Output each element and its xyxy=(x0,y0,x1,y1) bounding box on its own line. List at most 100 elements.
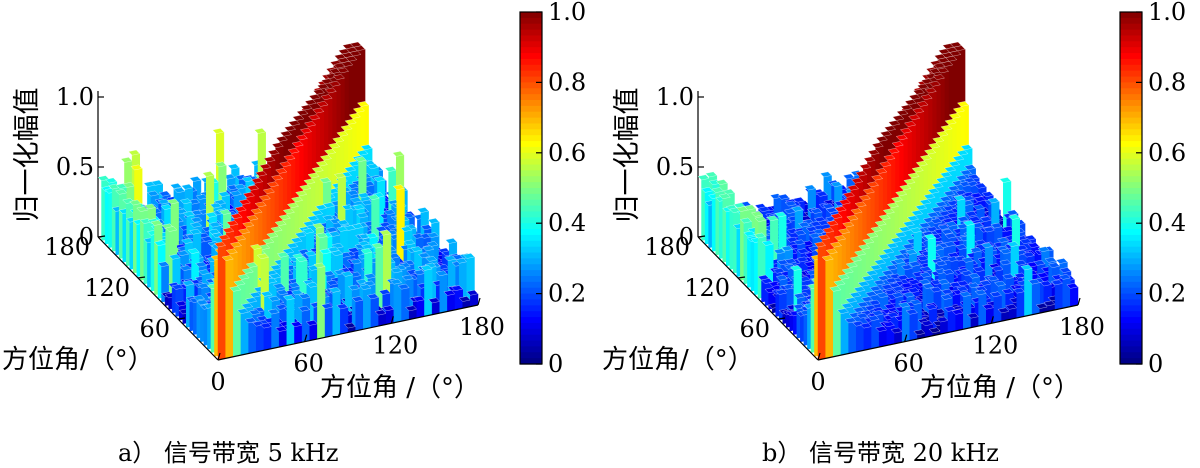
surface-cell-wall xyxy=(1070,286,1079,307)
colorbar-segment xyxy=(520,252,542,259)
surface-cell xyxy=(968,272,981,279)
surface-cell xyxy=(428,297,441,304)
surface-cell xyxy=(997,307,1010,314)
surface-cell xyxy=(829,286,842,292)
colorbar-segment xyxy=(1120,334,1142,342)
colorbar-segment xyxy=(520,299,542,306)
surface-cell xyxy=(328,231,341,237)
surface-cell xyxy=(287,202,299,209)
surface-cell xyxy=(908,114,921,121)
colorbar-segment xyxy=(520,334,542,342)
surface-cell xyxy=(887,312,899,318)
colorbar-segment xyxy=(1120,258,1142,265)
colorbar-segment xyxy=(1120,76,1142,83)
surface-cell xyxy=(320,154,332,161)
colorbar-segment xyxy=(520,240,542,248)
surface-cell xyxy=(324,148,336,155)
colorbar-segment xyxy=(520,317,542,324)
surface-cell xyxy=(379,229,392,236)
surface-cell xyxy=(226,220,239,226)
surface-cell xyxy=(367,293,379,300)
surface-cell xyxy=(841,302,854,309)
surface-cell xyxy=(280,130,292,137)
surface-cell xyxy=(982,226,995,233)
surface-cell xyxy=(277,251,289,258)
surface-cell xyxy=(242,192,255,198)
surface-cell xyxy=(246,215,259,221)
surface-cell xyxy=(344,119,357,125)
colorbar-segment xyxy=(520,82,542,89)
surface-cell xyxy=(290,321,303,327)
surface-cell xyxy=(276,289,289,296)
colorbar-tick-label: 0.6 xyxy=(548,139,586,167)
surface-cell xyxy=(928,142,941,149)
surface-cell xyxy=(245,297,258,303)
surface-cell xyxy=(1000,248,1012,255)
surface-cell xyxy=(794,229,806,236)
surface-cell xyxy=(967,312,979,319)
colorbar-segment xyxy=(520,322,542,330)
colorbar-segment xyxy=(520,346,542,353)
surface-cell xyxy=(923,193,936,200)
colorbar-segment xyxy=(1120,105,1142,113)
surface-cell xyxy=(229,286,242,292)
surface-cell xyxy=(890,237,903,243)
colorbar-segment xyxy=(520,12,542,19)
surface-cell xyxy=(930,286,942,293)
surface-cell xyxy=(952,107,965,113)
caption-b: b） 信号带宽 20 kHz xyxy=(762,439,999,467)
surface-cell xyxy=(237,274,250,280)
surface-cell xyxy=(410,246,423,252)
surface-cell xyxy=(248,309,261,316)
colorbar-segment xyxy=(1120,58,1142,66)
surface-cell xyxy=(974,182,987,189)
colorbar-tick-label: 0.6 xyxy=(1148,139,1186,167)
surface-cell xyxy=(947,185,960,192)
surface-cell xyxy=(283,154,296,161)
surface-cell xyxy=(291,289,304,296)
surface-cell xyxy=(1040,280,1052,287)
surface-cell xyxy=(290,237,303,243)
surface-cell xyxy=(858,194,871,201)
panel-b: 0 0.5 1.0 归一化幅值 0 60 120 180 方位角 /（°） 60 120 180 方位角… xyxy=(600,0,1200,468)
surface-cell xyxy=(210,202,222,209)
surface-cell xyxy=(158,190,171,197)
surface-cell xyxy=(198,269,211,275)
x-tick-label: 180 xyxy=(459,313,505,341)
surface-cell xyxy=(279,161,292,167)
x-tick-label: 120 xyxy=(372,331,418,359)
surface-cell xyxy=(230,241,242,248)
surface-cell-wall xyxy=(355,299,364,332)
surface-cell xyxy=(286,242,299,249)
colorbar-segment xyxy=(520,41,542,48)
surface-cell xyxy=(1059,267,1072,273)
surface-cell xyxy=(904,121,916,127)
colorbar-segment xyxy=(1120,346,1142,353)
surface-cell xyxy=(144,203,156,210)
colorbar-segment xyxy=(520,311,542,318)
surface-cell xyxy=(420,224,433,231)
colorbar-segment xyxy=(520,76,542,83)
surface-cell xyxy=(384,166,397,172)
surface-cell xyxy=(944,241,956,247)
colorbar-segment xyxy=(1120,358,1142,365)
surface-cell xyxy=(981,191,994,197)
surface-cell xyxy=(944,119,957,125)
surface-cell xyxy=(181,184,194,190)
surface-cell xyxy=(315,160,328,167)
colorbar-segment xyxy=(1120,146,1142,154)
surface-cell xyxy=(891,141,904,147)
surface-cell xyxy=(1048,262,1061,268)
colorbar-segment xyxy=(1120,287,1142,295)
surface-cell xyxy=(334,172,346,179)
surface-cell xyxy=(143,181,156,187)
surface-cell xyxy=(435,270,448,277)
surface-cell xyxy=(775,274,788,281)
surface-cell xyxy=(854,201,867,208)
colorbar-segment xyxy=(520,211,542,218)
surface-cell xyxy=(322,202,335,208)
surface-cell xyxy=(911,166,924,173)
surface-cell xyxy=(167,198,179,205)
surface-cell-wall xyxy=(863,326,872,351)
surface-cell xyxy=(924,233,936,240)
